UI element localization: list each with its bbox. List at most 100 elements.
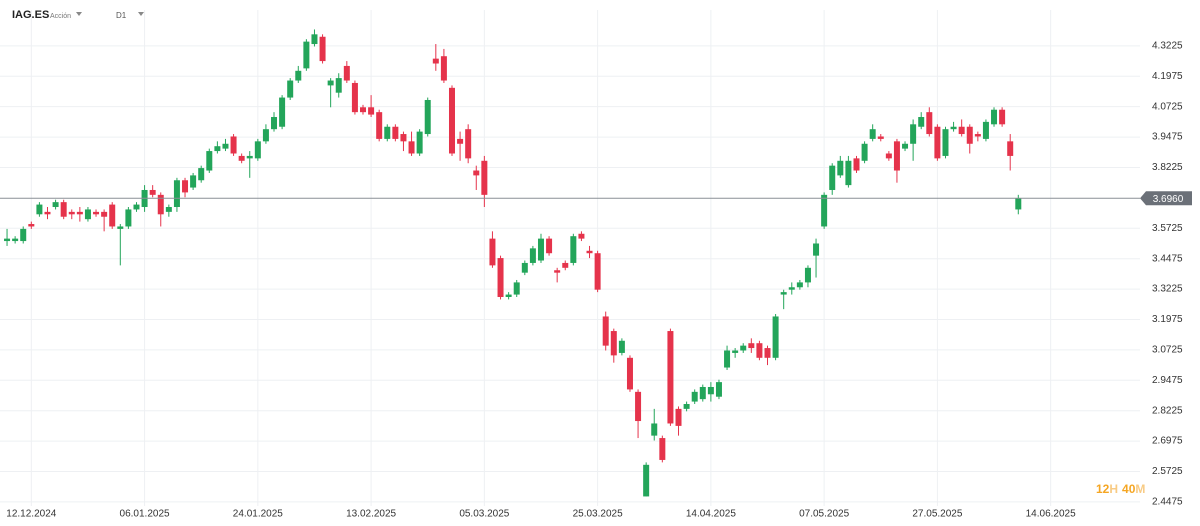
candle-body [238, 155, 245, 161]
y-tick-label: 2.6975 [1152, 436, 1183, 447]
candle-body [68, 211, 75, 215]
candle-body [165, 207, 172, 212]
y-tick-label: 4.0725 [1152, 101, 1183, 112]
candle-body [853, 158, 860, 171]
candle-body [724, 350, 731, 368]
price-label: 3.6960 [1153, 194, 1184, 205]
candle-body [360, 107, 367, 113]
candle-body [481, 160, 488, 195]
candle-body [610, 331, 617, 356]
candle-body [4, 238, 11, 242]
candle-body [343, 65, 350, 81]
candle-body [230, 136, 237, 154]
candle-body [36, 204, 43, 215]
candle-body [999, 109, 1006, 125]
y-tick-label: 3.8225 [1152, 162, 1183, 173]
candle-body [457, 138, 464, 144]
x-tick-label: 05.03.2025 [459, 509, 509, 520]
candle-body [287, 80, 294, 98]
candle-body [149, 189, 156, 195]
candle-body [12, 238, 19, 242]
candle-body [279, 97, 286, 127]
candle-body [432, 58, 439, 64]
candle-body [546, 238, 553, 254]
candle-body [861, 143, 868, 161]
grid [0, 10, 1140, 506]
candle-body [869, 129, 876, 139]
timeframe[interactable]: D1 [116, 11, 127, 20]
candle-body [76, 211, 83, 215]
countdown-hours: 12 [1096, 482, 1110, 496]
candle-body [837, 160, 844, 176]
y-tick-label: 3.1975 [1152, 314, 1183, 325]
candle-body [384, 126, 391, 139]
candle-body [675, 408, 682, 426]
candle-body [214, 146, 221, 152]
x-tick-label: 25.03.2025 [573, 509, 623, 520]
countdown: 12H 40M [1096, 482, 1145, 496]
y-tick-label: 3.4475 [1152, 253, 1183, 264]
candle-body [578, 233, 585, 239]
candle-body [667, 331, 674, 424]
candle-body [351, 82, 358, 113]
candle-body [594, 253, 601, 290]
candle-body [190, 175, 197, 188]
y-tick-label: 4.1975 [1152, 71, 1183, 82]
candle-body [60, 202, 67, 217]
candle-body [254, 141, 261, 159]
candle-body [772, 316, 779, 358]
candle-body [756, 343, 763, 358]
candle-body [489, 238, 496, 266]
candle-body [982, 121, 989, 139]
candle-body [554, 270, 561, 273]
candle-body [562, 262, 569, 268]
timeframe-dropdown[interactable] [138, 12, 144, 16]
candle-body [392, 126, 399, 139]
candle-body [109, 204, 116, 227]
candle-body [829, 165, 836, 190]
candle-body [586, 250, 593, 254]
x-tick-label: 14.06.2025 [1026, 509, 1076, 520]
candle-body [529, 248, 536, 263]
candle-body [950, 126, 957, 130]
y-tick-label: 2.5725 [1152, 466, 1183, 477]
candle-body [885, 153, 892, 159]
candle-body [966, 126, 973, 144]
candle-body [513, 282, 520, 295]
candle-body [926, 112, 933, 135]
candle-body [173, 180, 180, 208]
y-tick-label: 2.9475 [1152, 375, 1183, 386]
candle-body [537, 238, 544, 261]
candle-body [918, 117, 925, 127]
x-tick-label: 14.04.2025 [686, 509, 736, 520]
candle-body [740, 345, 747, 351]
candle-body [877, 136, 884, 139]
candle-body [780, 292, 787, 295]
candle-body [707, 386, 714, 395]
candle-body [473, 170, 480, 176]
candle-body [400, 134, 407, 142]
candle-body [893, 141, 900, 171]
candle-body [804, 267, 811, 283]
symbol: IAG.ES [12, 9, 49, 21]
x-tick-label: 24.01.2025 [233, 509, 283, 520]
candle-body [408, 141, 415, 154]
candle-body [732, 350, 739, 353]
candle-body [157, 194, 164, 215]
price-tag [1140, 191, 1192, 206]
candle-body [497, 258, 504, 297]
candle-body [424, 99, 431, 135]
candle-body [117, 226, 124, 229]
candle-body [991, 109, 998, 125]
candle-body [416, 131, 423, 154]
candle-body [182, 180, 189, 193]
candle-body [691, 391, 698, 402]
candle-body [813, 243, 820, 256]
symbol-dropdown[interactable] [76, 12, 82, 16]
candle-body [440, 56, 447, 81]
candle-body [311, 34, 318, 45]
candle-body [845, 160, 852, 186]
candle-body [796, 282, 803, 288]
y-tick-label: 2.4475 [1152, 497, 1183, 508]
